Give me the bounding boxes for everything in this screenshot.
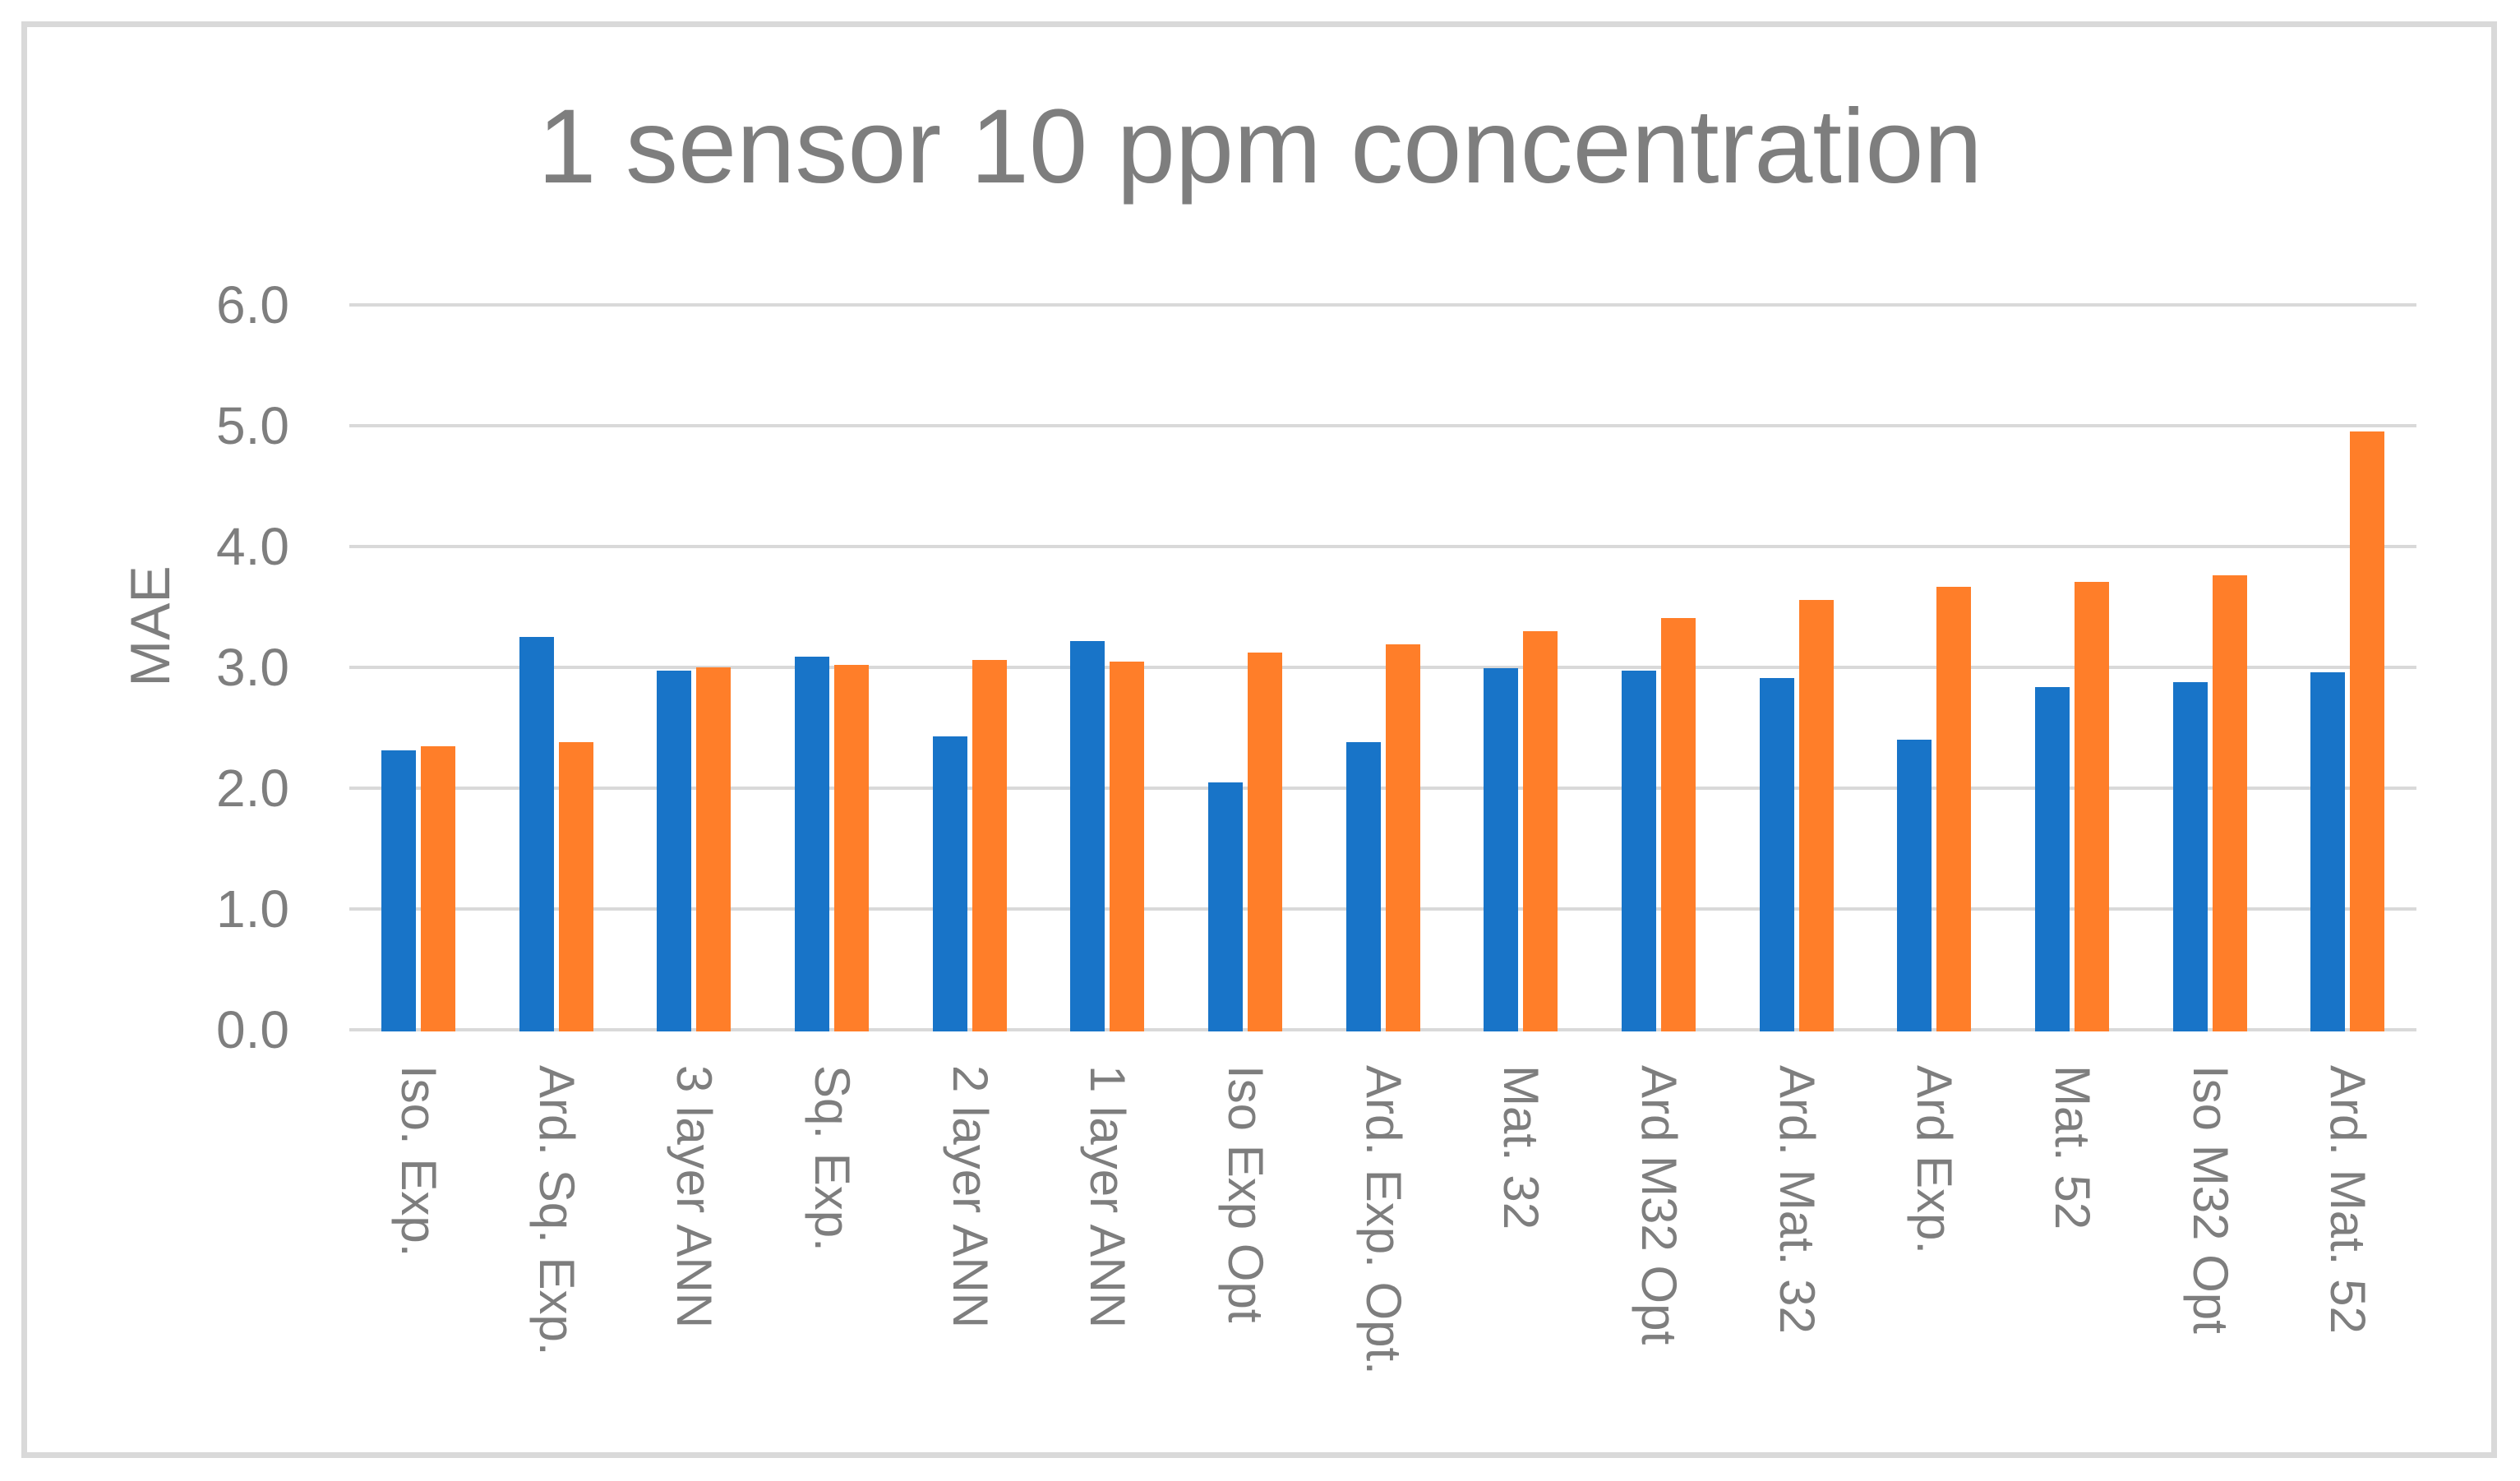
x-axis-label-slot-ard-mat-52: Ard. Mat. 52: [2278, 1065, 2416, 1451]
bar-series-1-blue-ard-m32-opt: [1621, 671, 1656, 1031]
bar-series-2-orange-3-layer-ann: [696, 667, 732, 1031]
bar-series-2-orange-ard-mat-52: [2350, 431, 2385, 1031]
bar-series-2-orange-ard-sq-exp: [558, 742, 593, 1031]
x-axis-line: [349, 1028, 2416, 1031]
x-axis-label-slot-mat-52: Mat. 52: [2003, 1065, 2141, 1451]
x-axis-label-slot-iso-exp: Iso. Exp.: [349, 1065, 487, 1451]
bar-series-2-orange-1-layer-ann: [1110, 661, 1145, 1031]
x-axis-label-iso-exp-opt: Iso Exp Opt: [1217, 1065, 1273, 1323]
x-axis-label-slot-ard-exp: Ard Exp.: [1865, 1065, 2003, 1451]
bar-group-3-layer-ann: [625, 305, 763, 1031]
bar-group-ard-sq-exp: [487, 305, 625, 1031]
x-axis-label-1-layer-ann: 1 layer ANN: [1080, 1065, 1136, 1329]
bar-series-2-orange-2-layer-ann: [972, 660, 1007, 1031]
bar-group-ard-mat-32: [1728, 305, 1866, 1031]
bar-series-2-orange-ard-m32-opt: [1660, 617, 1696, 1031]
bar-series-2-orange-iso-exp: [420, 745, 455, 1031]
bar-series-1-blue-mat-32: [1484, 668, 1519, 1031]
x-axis-label-slot-3-layer-ann: 3 layer ANN: [625, 1065, 763, 1451]
bar-group-ard-mat-52: [2278, 305, 2416, 1031]
bar-series-1-blue-ard-exp: [1897, 740, 1932, 1031]
x-axis-labels: Iso. Exp. Ard. Sq. Exp. 3 layer ANN Sq. Exp…: [349, 1065, 2416, 1451]
x-axis-label-sq-exp: Sq. Exp.: [804, 1065, 860, 1252]
y-axis-tick-0.0: 0.0: [216, 1000, 289, 1059]
bar-series-1-blue-ard-mat-32: [1759, 678, 1794, 1031]
bar-group-iso-exp: [349, 305, 487, 1031]
x-axis-label-slot-ard-exp-opt: Ard. Exp. Opt.: [1314, 1065, 1452, 1451]
bar-series-1-blue-iso-exp: [381, 750, 416, 1031]
bar-series-2-orange-mat-32: [1523, 630, 1558, 1031]
x-axis-label-mat-32: Mat. 32: [1493, 1065, 1549, 1230]
bar-series-2-orange-iso-m32-opt: [2212, 575, 2247, 1031]
gridline-5.0: [349, 424, 2416, 427]
bar-series-1-blue-iso-m32-opt: [2172, 681, 2208, 1031]
bar-series-1-blue-mat-52: [2034, 686, 2070, 1031]
x-axis-label-iso-exp: Iso. Exp.: [390, 1065, 446, 1257]
gridline-2.0: [349, 787, 2416, 790]
x-axis-label-slot-iso-m32-opt: Iso M32 Opt: [2141, 1065, 2279, 1451]
bar-group-1-layer-ann: [1038, 305, 1176, 1031]
x-axis-label-iso-m32-opt: Iso M32 Opt: [2182, 1065, 2238, 1334]
gridline-3.0: [349, 666, 2416, 669]
bar-group-iso-exp-opt: [1176, 305, 1314, 1031]
bar-series-1-blue-1-layer-ann: [1070, 640, 1105, 1031]
x-axis-label-mat-52: Mat. 52: [2044, 1065, 2100, 1230]
x-axis-label-3-layer-ann: 3 layer ANN: [667, 1065, 722, 1329]
gridline-4.0: [349, 545, 2416, 548]
bar-series-1-blue-ard-sq-exp: [519, 637, 554, 1031]
y-axis-tick-1.0: 1.0: [216, 879, 289, 939]
bar-group-iso-m32-opt: [2141, 305, 2279, 1031]
y-axis-tick-3.0: 3.0: [216, 638, 289, 697]
bar-group-mat-52: [2003, 305, 2141, 1031]
bar-group-mat-32: [1452, 305, 1590, 1031]
x-axis-label-slot-ard-sq-exp: Ard. Sq. Exp.: [487, 1065, 625, 1451]
bar-series-1-blue-ard-mat-52: [2310, 671, 2346, 1031]
y-axis-tick-4.0: 4.0: [216, 517, 289, 576]
bar-group-ard-exp-opt: [1314, 305, 1452, 1031]
bar-group-sq-exp: [763, 305, 901, 1031]
bar-series-2-orange-ard-exp-opt: [1385, 644, 1420, 1031]
x-axis-label-ard-exp-opt: Ard. Exp. Opt.: [1355, 1065, 1411, 1375]
x-axis-label-2-layer-ann: 2 layer ANN: [942, 1065, 998, 1329]
x-axis-label-slot-1-layer-ann: 1 layer ANN: [1038, 1065, 1176, 1451]
bar-group-2-layer-ann: [901, 305, 1039, 1031]
chart-frame-border: [21, 21, 2497, 1458]
bar-series-1-blue-2-layer-ann: [932, 736, 967, 1031]
x-axis-label-slot-mat-32: Mat. 32: [1452, 1065, 1590, 1451]
x-axis-label-ard-mat-52: Ard. Mat. 52: [2320, 1065, 2376, 1334]
x-axis-label-ard-mat-32: Ard. Mat. 32: [1769, 1065, 1825, 1334]
y-axis-tick-5.0: 5.0: [216, 396, 289, 455]
x-axis-label-slot-iso-exp-opt: Iso Exp Opt: [1176, 1065, 1314, 1451]
bar-series-2-orange-ard-mat-32: [1798, 599, 1834, 1031]
x-axis-label-ard-exp: Ard Exp.: [1907, 1065, 1963, 1255]
chart-title: 1 sensor 10 ppm concentration: [538, 88, 1982, 205]
bar-series-2-orange-mat-52: [2074, 581, 2109, 1031]
x-axis-label-slot-2-layer-ann: 2 layer ANN: [901, 1065, 1039, 1451]
bar-series-2-orange-ard-exp: [1936, 586, 1972, 1031]
bar-series-1-blue-3-layer-ann: [657, 671, 692, 1031]
bar-group-ard-m32-opt: [1590, 305, 1728, 1031]
x-axis-label-slot-ard-m32-opt: Ard M32 Opt: [1590, 1065, 1728, 1451]
bar-series-2-orange-iso-exp-opt: [1247, 653, 1282, 1031]
bar-series-1-blue-sq-exp: [794, 656, 829, 1031]
bar-series-1-blue-iso-exp-opt: [1207, 782, 1243, 1031]
y-axis-tick-6.0: 6.0: [216, 275, 289, 334]
bar-series-1-blue-ard-exp-opt: [1345, 742, 1381, 1031]
x-axis-label-ard-m32-opt: Ard M32 Opt: [1631, 1065, 1687, 1345]
x-axis-label-slot-ard-mat-32: Ard. Mat. 32: [1728, 1065, 1866, 1451]
y-axis-tick-2.0: 2.0: [216, 759, 289, 818]
plot-area: [349, 305, 2416, 1031]
gridline-6.0: [349, 303, 2416, 307]
x-axis-label-slot-sq-exp: Sq. Exp.: [763, 1065, 901, 1451]
bar-series-2-orange-sq-exp: [833, 665, 869, 1031]
x-axis-label-ard-sq-exp: Ard. Sq. Exp.: [528, 1065, 584, 1356]
bar-group-ard-exp: [1865, 305, 2003, 1031]
gridline-1.0: [349, 907, 2416, 911]
